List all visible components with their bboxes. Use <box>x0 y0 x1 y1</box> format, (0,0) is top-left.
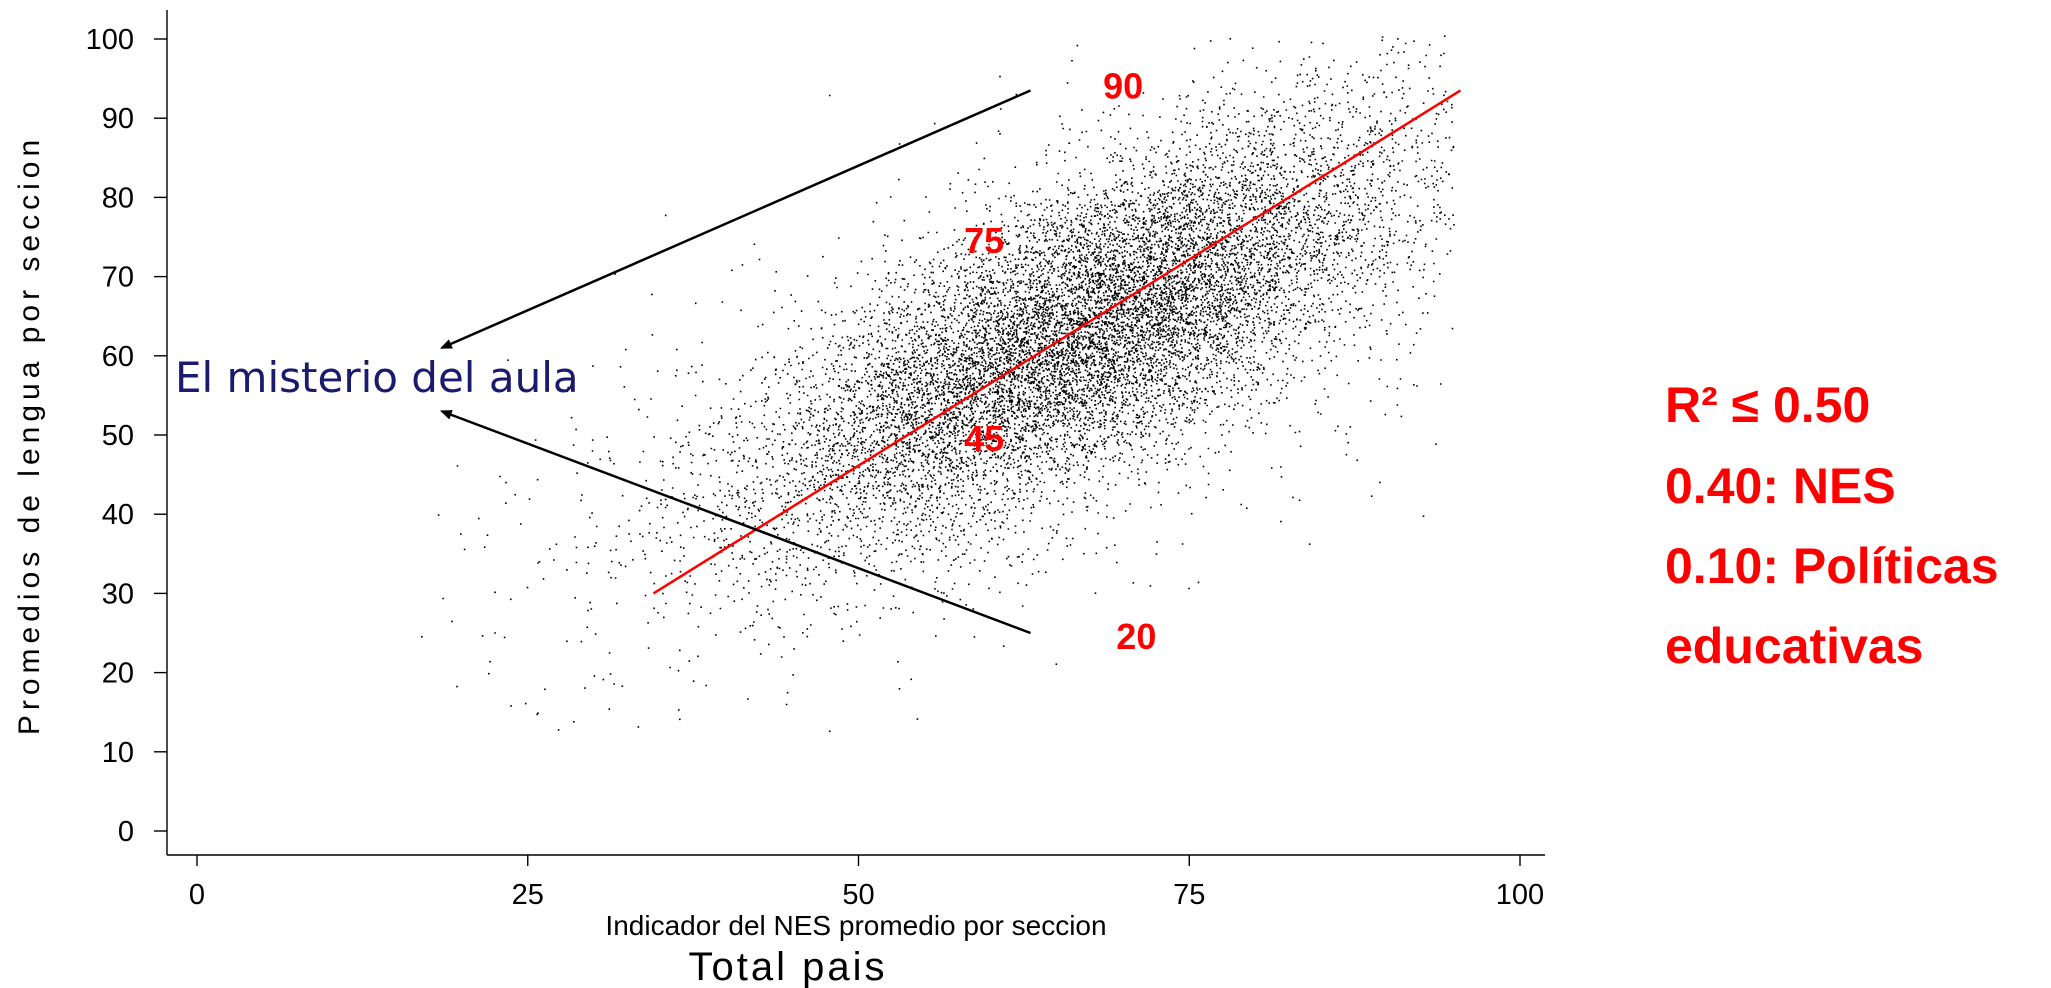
y-tick-label: 70 <box>102 262 134 294</box>
annotation-90: 90 <box>1103 65 1143 106</box>
y-tick-label: 60 <box>102 341 134 373</box>
x-tick-label: 100 <box>1496 879 1544 911</box>
y-tick-label: 10 <box>102 737 134 769</box>
chart-text: Promedios de lengua por seccion Indicado… <box>13 135 1999 988</box>
y-tick-label: 100 <box>86 24 134 56</box>
stats-line-1: R² ≤ 0.50 <box>1665 377 1870 433</box>
overlay: 90 75 45 20 <box>439 65 1462 657</box>
y-tick-label: 90 <box>102 103 134 135</box>
x-tick-label: 0 <box>189 879 205 911</box>
regression-line <box>652 89 1462 595</box>
y-tick-label: 0 <box>118 816 134 848</box>
axes <box>166 10 1545 856</box>
stats-line-4: educativas <box>1665 618 1923 674</box>
x-tick-label: 25 <box>512 879 544 911</box>
y-tick-label: 50 <box>102 420 134 452</box>
y-tick-label: 20 <box>102 658 134 690</box>
x-axis-label: Indicador del NES promedio por seccion <box>605 910 1106 941</box>
x-tick-label: 75 <box>1173 879 1205 911</box>
stats-line-3: 0.10: Políticas <box>1665 538 1999 594</box>
x-tick-label: 50 <box>842 879 874 911</box>
axis-ticks: 0 25 50 75 100 0 10 20 30 40 50 60 70 80 90 100 <box>86 24 1545 911</box>
y-axis-label: Promedios de lengua por seccion <box>13 135 46 735</box>
scatter-point-cloud <box>421 35 1455 733</box>
annotation-20: 20 <box>1116 616 1156 657</box>
y-tick-label: 80 <box>102 182 134 214</box>
mystery-label: El misterio del aula <box>175 353 579 402</box>
annotation-75: 75 <box>964 220 1004 261</box>
stats-line-2: 0.40: NES <box>1665 458 1896 514</box>
arrow-2 <box>439 410 1031 635</box>
y-tick-label: 40 <box>102 499 134 531</box>
arrow-1 <box>439 89 1031 350</box>
chart-caption: Total pais <box>689 945 888 988</box>
scatter-points <box>421 35 1455 733</box>
annotation-45: 45 <box>964 418 1004 459</box>
y-tick-label: 30 <box>102 578 134 610</box>
